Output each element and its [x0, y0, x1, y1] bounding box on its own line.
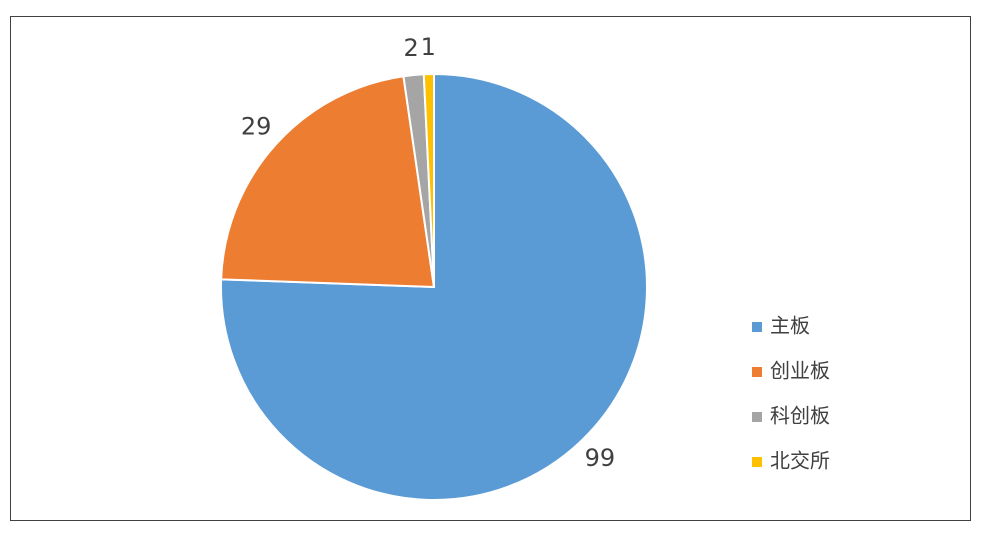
legend-swatch — [752, 457, 762, 467]
pie-slice — [422, 72, 435, 288]
legend-label: 科创板 — [770, 404, 830, 428]
data-label: 29 — [241, 112, 272, 140]
legend-label: 主板 — [770, 314, 810, 338]
legend-swatch — [752, 322, 762, 332]
legend-swatch — [752, 412, 762, 422]
legend-swatch — [752, 367, 762, 377]
data-label: 1 — [421, 33, 436, 61]
legend-label: 创业板 — [770, 359, 830, 383]
data-label: 2 — [403, 34, 418, 62]
legend-label: 北交所 — [770, 449, 830, 473]
data-label: 99 — [585, 444, 616, 472]
pie-slice — [220, 75, 436, 289]
